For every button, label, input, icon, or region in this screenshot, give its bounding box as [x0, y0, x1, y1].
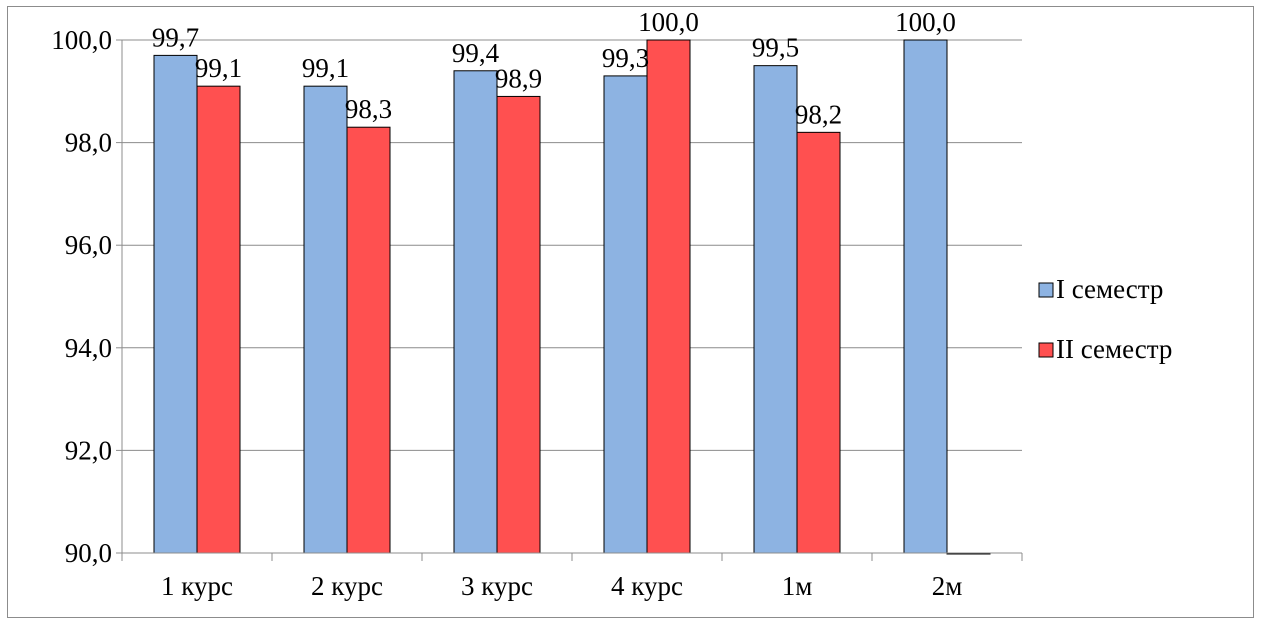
y-tick-label: 100,0: [51, 25, 112, 55]
y-tick-label: 92,0: [65, 435, 112, 465]
bar-series-1: [453, 70, 498, 554]
x-category-label: 1м: [782, 571, 813, 601]
data-label: 100,0: [638, 7, 699, 37]
legend-swatch: [1038, 342, 1054, 358]
data-label: 99,1: [195, 53, 242, 83]
bars: [153, 39, 991, 555]
bar-series-1: [903, 39, 948, 554]
legend-label: II семестр: [1056, 334, 1172, 364]
bar-series-2: [196, 85, 241, 554]
data-label: 99,5: [752, 33, 799, 63]
bar-series-1: [603, 75, 648, 554]
data-label: 98,9: [495, 63, 542, 93]
bar-series-1: [753, 65, 798, 554]
y-tick-label: 96,0: [65, 230, 112, 260]
bar-series-2: [646, 39, 691, 554]
x-category-label: 3 курс: [461, 571, 533, 601]
legend: I семестр II семестр: [1038, 274, 1172, 364]
legend-label: I семестр: [1056, 274, 1163, 304]
axes: 90,0 92,0 94,0 96,0 98,0 100,0 1 курс 2 курс 3 к…: [51, 25, 1023, 601]
data-label: 100,0: [895, 7, 956, 37]
x-category-label: 1 курс: [161, 571, 233, 601]
legend-swatch: [1038, 282, 1054, 298]
bar-series-1: [153, 54, 198, 554]
y-tick-label: 98,0: [65, 128, 112, 158]
bar-series-2: [346, 126, 391, 554]
gridlines: [122, 39, 1022, 554]
y-tick-label: 94,0: [65, 333, 112, 363]
data-label: 99,1: [302, 53, 349, 83]
data-label: 98,3: [345, 94, 392, 124]
data-label: 98,2: [795, 99, 842, 129]
data-label: 99,3: [602, 43, 649, 73]
x-category-label: 4 курс: [611, 571, 683, 601]
bar-series-1: [303, 85, 348, 554]
data-labels: 99,799,199,4 99,3 99,5100,099,198,398,9100…: [152, 7, 956, 129]
data-label: 99,4: [452, 38, 500, 68]
bar-series-2: [796, 131, 841, 554]
data-label: 99,7: [152, 22, 199, 52]
bar-series-2: [496, 95, 541, 554]
x-category-label: 2 курс: [311, 571, 383, 601]
x-category-label: 2м: [932, 571, 963, 601]
y-tick-label: 90,0: [65, 538, 112, 568]
